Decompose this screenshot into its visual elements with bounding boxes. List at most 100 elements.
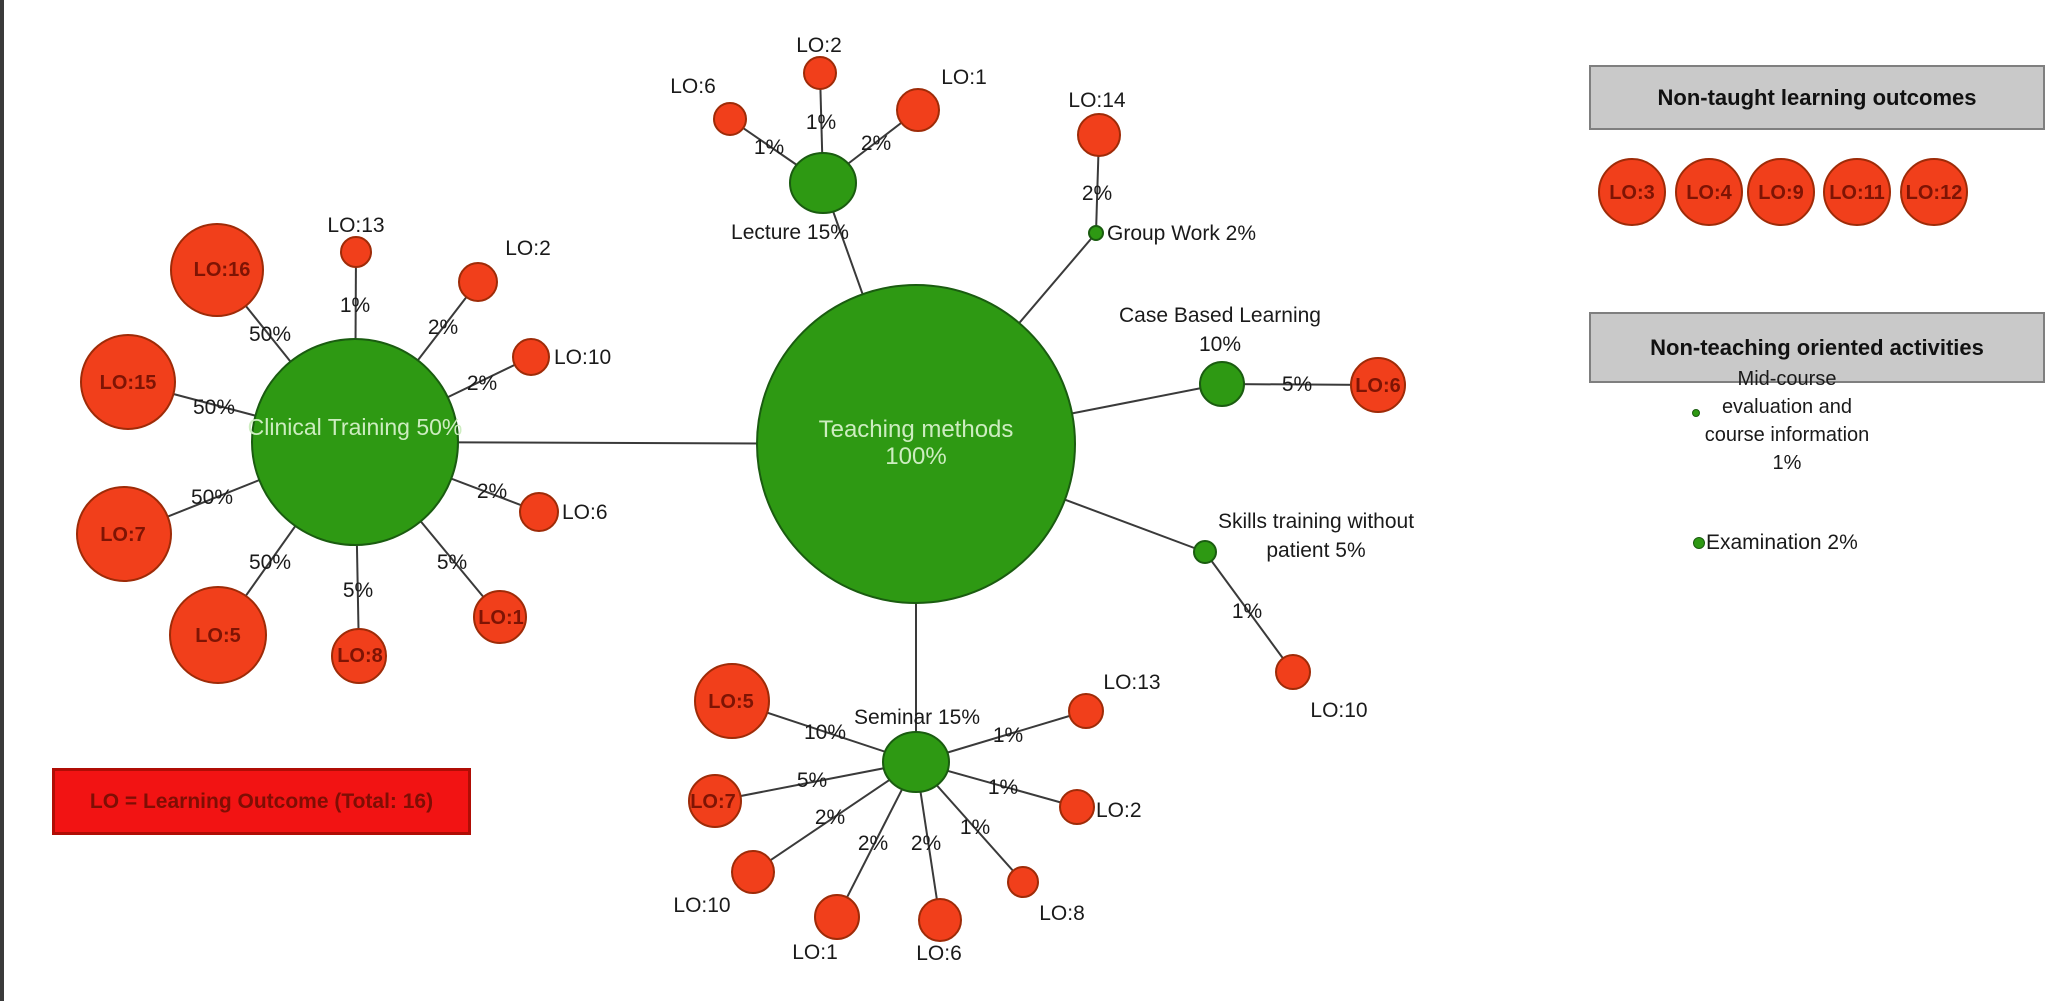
non-teaching-activities-title: Non-teaching oriented activities [1650,334,1984,360]
ct-lo16-node [170,223,264,317]
sem-lo5-label: LO:5 [708,691,754,713]
sem-lo10-label: LO:10 [673,894,730,917]
ct-lo7-label: LO:7 [100,524,146,546]
gw-lo14-label: LO:14 [1068,89,1126,112]
edge-percent-label: 1% [960,816,990,839]
ct-lo2-node [458,262,498,302]
edge-percent-label: 1% [1232,600,1262,623]
leg-lo4-node [1675,158,1743,226]
edge-percent-label: 2% [861,132,891,155]
edge-percent-label: 2% [477,480,507,503]
teaching-methods-node [756,284,1076,604]
leg-lo4-label: LO:4 [1686,182,1732,204]
ct-lo5-node [169,586,267,684]
mid-course-evaluation-label: Mid-course evaluation and course informa… [1637,365,1937,477]
mid-course-dot-icon [1692,409,1700,417]
case-based-learning-label: Case Based Learning 10% [1119,304,1321,356]
ct-lo10-node [512,338,550,376]
mid-course-line-1: Mid-course [1737,368,1837,390]
leg-lo3-node [1598,158,1666,226]
non-taught-outcomes-header: Non-taught learning outcomes [1589,65,2045,130]
lecture-node [789,152,857,214]
leg-lo12-node [1900,158,1968,226]
group-work-label: Group Work 2% [1107,222,1256,245]
examination-row: Examination 2% [1693,531,1858,555]
edge-percent-label: 2% [815,806,845,829]
edge-percent-label: 1% [340,294,370,317]
edge-percent-label: 50% [193,396,235,419]
edge-percent-label: 5% [437,551,467,574]
seminar-node [882,731,950,793]
sem-lo5-node [694,663,770,739]
gw-lo14-node [1077,113,1121,157]
lec-lo6-label: LO:6 [670,75,716,98]
edge-percent-label: 10% [804,721,846,744]
mid-course-line-4: 1% [1772,452,1802,474]
lo-abbreviation-note: LO = Learning Outcome (Total: 16) [52,768,471,835]
ct-lo1-node [473,590,527,644]
edge-percent-label: 2% [467,372,497,395]
graph-edge [714,761,917,802]
edge-percent-label: 5% [343,579,373,602]
edge-percent-label: 1% [806,111,836,134]
edge-percent-label: 1% [993,724,1023,747]
leg-lo11-node [1823,158,1891,226]
lec-lo1-label: LO:1 [941,66,987,89]
non-teaching-activities-header: Non-teaching oriented activities [1589,312,2045,383]
ct-lo13-node [340,236,372,268]
edge-percent-label: 5% [1282,373,1312,396]
edge-percent-label: 1% [754,136,784,159]
lec-lo2-node [803,56,837,90]
ct-lo10-label: LO:10 [554,346,611,369]
lec-lo6-node [713,102,747,136]
ct-lo15-label: LO:15 [100,372,157,394]
lecture-label: Lecture 15% [731,221,849,244]
sem-lo13-label: LO:13 [1103,671,1160,694]
lec-lo2-label: LO:2 [796,34,842,57]
ct-lo1-label: LO:1 [478,607,524,629]
mid-course-line-2: evaluation and [1721,396,1853,418]
lec-lo1-node [896,88,940,132]
st-lo10-node [1275,654,1311,690]
graph-edge [1204,551,1294,673]
ct-lo8-node [331,628,387,684]
sem-lo2-node [1059,789,1095,825]
teaching-methods-label: Teaching methods 100% [819,416,1014,470]
sem-lo10-node [731,850,775,894]
ct-lo8-label: LO:8 [337,645,383,667]
edge-percent-label: 50% [191,486,233,509]
mid-course-line-3: course information [1704,424,1870,446]
leg-lo11-label: LO:11 [1829,182,1885,204]
edge-percent-label: 2% [858,832,888,855]
edge-percent-label: 2% [428,316,458,339]
edge-percent-label: 1% [988,776,1018,799]
cbl-lo6-label: LO:6 [1355,375,1401,397]
sem-lo8-label: LO:8 [1039,902,1085,925]
diagram-svg: 50% 1% 2% 2% 50% 50% 50% 5% 5% 2% 1% 1% 2% 2% 5% 1% 10% 1… [76,34,1968,965]
ct-lo13-label: LO:13 [327,214,384,237]
leg-lo12-label: LO:12 [1906,182,1963,204]
examination-label: Examination 2% [1706,531,1858,554]
cbl-lo6-node [1350,357,1406,413]
edge-percent-label: 2% [1082,182,1112,205]
nodes-layer [76,56,1968,942]
ct-lo16-label: LO:16 [194,259,251,281]
leg-lo9-label: LO:9 [1758,182,1804,204]
lo-abbreviation-note-text: LO = Learning Outcome (Total: 16) [89,789,434,813]
sem-lo2-label: LO:2 [1096,799,1142,822]
sem-lo1-node [814,894,860,940]
leg-lo9-node [1747,158,1815,226]
case-based-learning-node [1199,361,1245,407]
sem-lo1-label: LO:1 [792,941,838,964]
sem-lo8-node [1007,866,1039,898]
ct-lo6-node [519,492,559,532]
st-lo10-label: LO:10 [1310,699,1367,722]
edge-percent-label: 5% [797,769,827,792]
ct-lo6-label: LO:6 [562,501,608,524]
examination-dot-icon [1693,537,1705,549]
clinical-training-label: Clinical Training 50% [248,414,463,440]
skills-training-node [1193,540,1217,564]
non-taught-outcomes-title: Non-taught learning outcomes [1657,84,1977,110]
sem-lo7-node [688,774,742,828]
